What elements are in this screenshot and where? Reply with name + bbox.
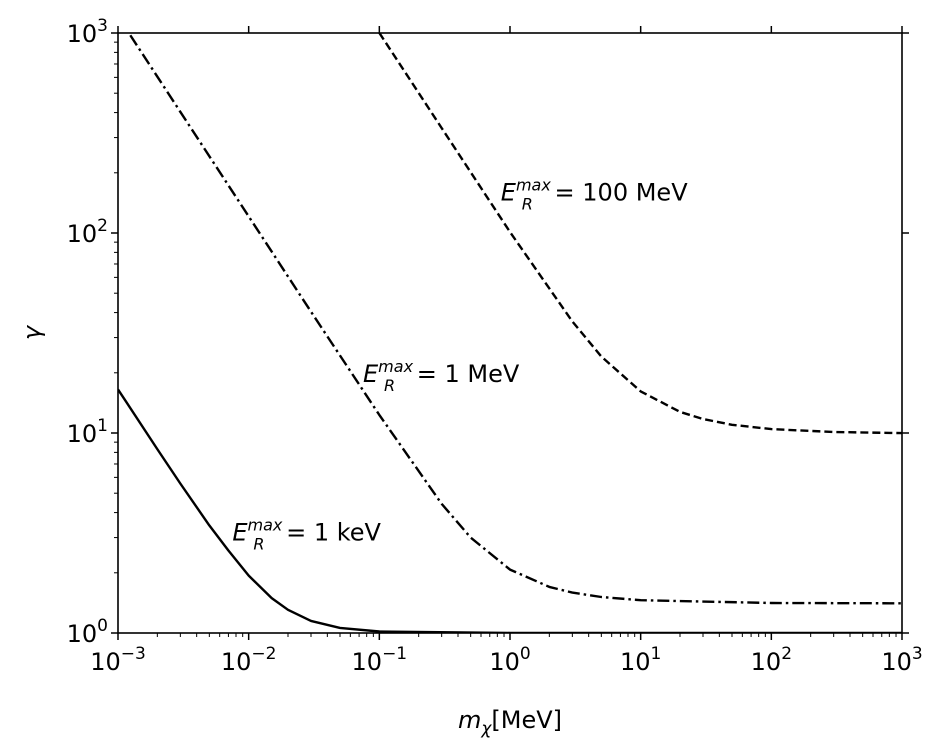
series-label-0: Emax R = 1 keV [232,516,381,554]
series-line-0 [118,388,902,633]
x-axis-label: mχ[MeV] [458,706,562,739]
label-layer: Emax R = 1 keV Emax R = 1 MeV Emax R = 100 Me… [232,176,688,554]
series-line-1 [127,33,902,605]
x-tick-label: 100 [489,644,530,676]
x-tick-label: 102 [751,644,792,676]
x-tick-label: 10−1 [352,644,408,676]
series-layer [118,33,902,633]
series-label-1: Emax R = 1 MeV [363,357,520,395]
tick-layer: 10−3 10−2 10−1 100 101 102 103 100 101 102 103 [67,16,923,676]
y-tick-label: 100 [67,616,108,648]
series-label-2: Emax R = 100 MeV [501,176,688,214]
y-tick-label: 103 [67,16,108,48]
y-axis-label: γ [18,324,46,340]
x-tick-label: 103 [881,644,922,676]
series-line-2 [378,33,902,435]
y-tick-label: 102 [67,216,108,248]
x-tick-label: 10−2 [221,644,277,676]
x-tick-label: 10−3 [90,644,146,676]
y-tick-label: 101 [67,416,108,448]
x-tick-label: 101 [620,644,661,676]
